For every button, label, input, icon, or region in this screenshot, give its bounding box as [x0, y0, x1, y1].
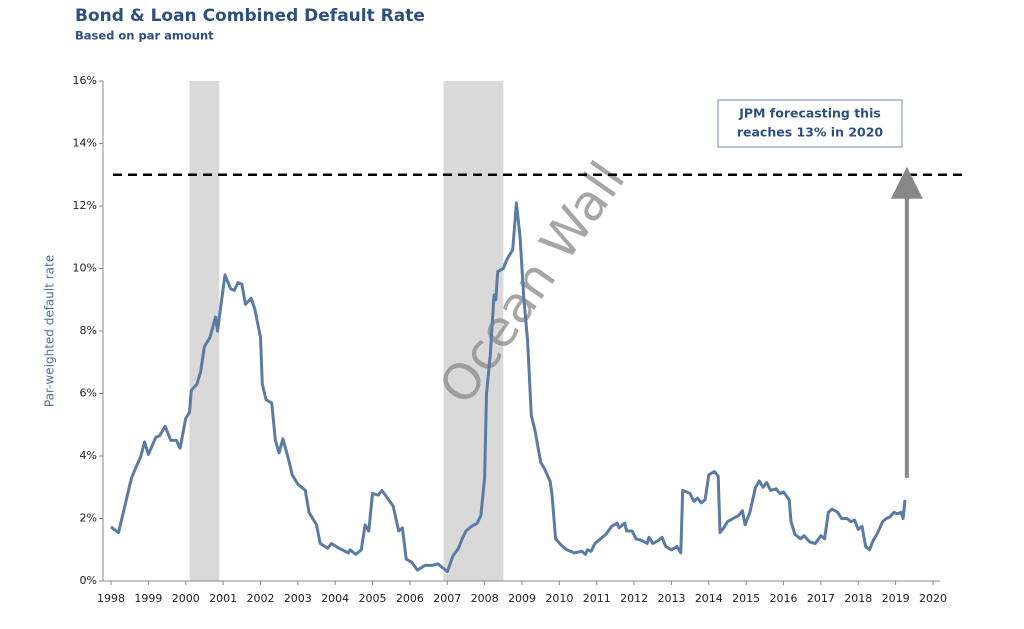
x-tick-label: 2017: [807, 592, 835, 605]
x-tick-label: 2014: [695, 592, 723, 605]
annotation-text: reaches 13% in 2020: [737, 125, 884, 140]
x-tick-label: 2015: [732, 592, 760, 605]
annotation-box: [717, 99, 903, 148]
x-tick-label: 1999: [134, 592, 162, 605]
x-tick-label: 2004: [321, 592, 349, 605]
x-tick-label: 1998: [97, 592, 125, 605]
y-tick-label: 12%: [73, 199, 97, 212]
chart-subtitle: Based on par amount: [75, 29, 214, 43]
y-tick-label: 6%: [80, 387, 97, 400]
x-tick-label: 2016: [770, 592, 798, 605]
x-tick-label: 2011: [583, 592, 611, 605]
default-rate-line: [110, 201, 907, 574]
annotation-text: JPM forecasting this: [738, 106, 881, 121]
y-tick-label: 2%: [80, 512, 97, 525]
x-tick-label: 2002: [246, 592, 274, 605]
x-tick-label: 2001: [209, 592, 237, 605]
x-tick-label: 2020: [919, 592, 947, 605]
x-tick-label: 2007: [433, 592, 461, 605]
x-tick-label: 2012: [620, 592, 648, 605]
x-tick-label: 2013: [657, 592, 685, 605]
x-tick-label: 2018: [844, 592, 872, 605]
recession-band: [189, 81, 220, 581]
y-tick-label: 8%: [80, 324, 97, 337]
y-tick-label: 16%: [73, 74, 97, 87]
x-tick-label: 2003: [284, 592, 312, 605]
y-tick-label: 14%: [73, 137, 97, 150]
x-tick-label: 2019: [882, 592, 910, 605]
x-tick-label: 2006: [396, 592, 424, 605]
recession-band: [443, 81, 504, 581]
y-tick-label: 10%: [73, 262, 97, 275]
y-tick-label: 0%: [80, 574, 97, 587]
x-tick-label: 2005: [359, 592, 387, 605]
x-tick-label: 2000: [172, 592, 200, 605]
chart-title: Bond & Loan Combined Default Rate: [75, 6, 425, 26]
y-tick-label: 4%: [80, 449, 97, 462]
x-tick-label: 2009: [508, 592, 536, 605]
y-axis-label: Par-weighted default rate: [43, 255, 57, 407]
x-tick-label: 2008: [471, 592, 499, 605]
x-tick-label: 2010: [545, 592, 573, 605]
